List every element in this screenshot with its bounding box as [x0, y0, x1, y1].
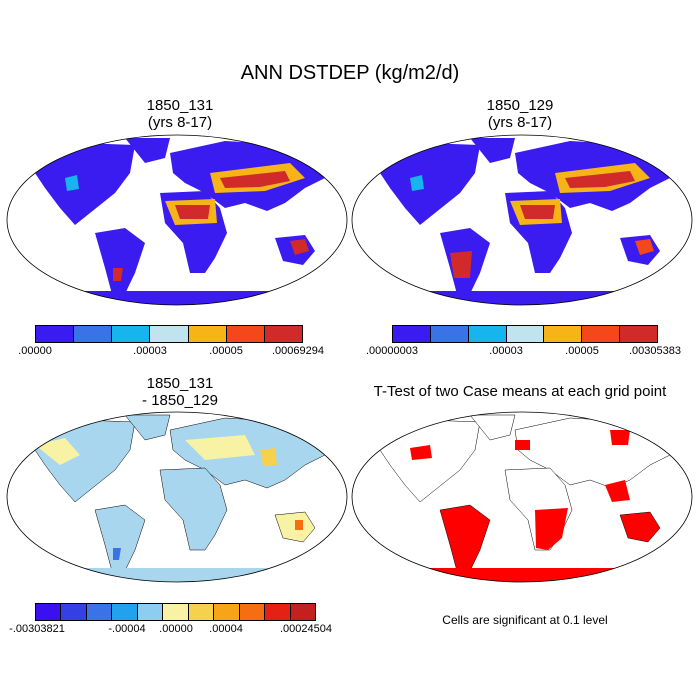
colorbar-swatch [86, 604, 113, 620]
colorbar-label: .00005 [209, 345, 243, 357]
panel-title-line2: - 1850_129 [142, 392, 218, 409]
colorbar-label: .00003 [489, 345, 523, 357]
colorbar-swatch [163, 604, 189, 620]
map-top-left [6, 134, 348, 306]
panel-title-bottom-right: T-Test of two Case means at each grid po… [345, 383, 695, 400]
colorbar-swatch [188, 326, 227, 342]
colorbar-swatch [188, 604, 215, 620]
colorbar-label: -.00004 [108, 623, 146, 635]
colorbar-label: -.00303821 [9, 623, 65, 635]
colorbar-label: .00000003 [366, 345, 418, 357]
colorbar-swatch [620, 326, 658, 342]
figure-title: ANN DSTDEP (kg/m2/d) [240, 62, 460, 84]
colorbar-top-left [35, 325, 303, 343]
colorbar-swatch [137, 604, 164, 620]
colorbar-top-right [392, 325, 658, 343]
colorbar-swatch [239, 604, 266, 620]
panel-title-top-left: 1850_131 (yrs 8-17) [80, 97, 280, 131]
panel-title-line2: (yrs 8-17) [487, 114, 553, 131]
colorbar-swatch [430, 326, 469, 342]
colorbar-swatch [265, 604, 291, 620]
panel-title-bottom-left: 1850_131 - 1850_129 [80, 375, 280, 409]
colorbar-swatch [112, 604, 138, 620]
colorbar-label: .00000 [159, 623, 193, 635]
colorbar-swatch [506, 326, 545, 342]
colorbar-swatch [74, 326, 113, 342]
colorbar-swatch [226, 326, 265, 342]
colorbar-label: .00000 [18, 345, 52, 357]
colorbar-label: .00003 [133, 345, 167, 357]
colorbar-swatch [214, 604, 240, 620]
colorbar-bottom-left [35, 603, 316, 621]
map-top-right [351, 134, 693, 306]
map-bottom-left [6, 411, 348, 583]
colorbar-swatch [582, 326, 621, 342]
colorbar-swatch [61, 604, 87, 620]
colorbar-swatch [112, 326, 151, 342]
colorbar-label: .00004 [209, 623, 243, 635]
colorbar-swatch [150, 326, 189, 342]
colorbar-swatch [36, 604, 62, 620]
colorbar-swatch [290, 604, 315, 620]
colorbar-label: .00005 [565, 345, 599, 357]
panel-title-line1: 1850_131 [146, 97, 214, 114]
colorbar-label: .00024504 [280, 623, 332, 635]
colorbar-label: .00305383 [629, 345, 681, 357]
panel-title-line2: (yrs 8-17) [147, 114, 213, 131]
colorbar-swatch [264, 326, 302, 342]
colorbar-label: .00069294 [272, 345, 324, 357]
colorbar-swatch [393, 326, 431, 342]
panel-title-line1: T-Test of two Case means at each grid po… [373, 383, 667, 400]
colorbar-swatch [468, 326, 507, 342]
panel-title-top-right: 1850_129 (yrs 8-17) [420, 97, 620, 131]
colorbar-swatch [544, 326, 583, 342]
significance-note: Cells are significant at 0.1 level [442, 613, 608, 627]
panel-title-line1: 1850_129 [486, 97, 554, 114]
colorbar-swatch [36, 326, 75, 342]
panel-title-line1: 1850_131 [146, 375, 214, 392]
map-bottom-right [351, 411, 693, 583]
